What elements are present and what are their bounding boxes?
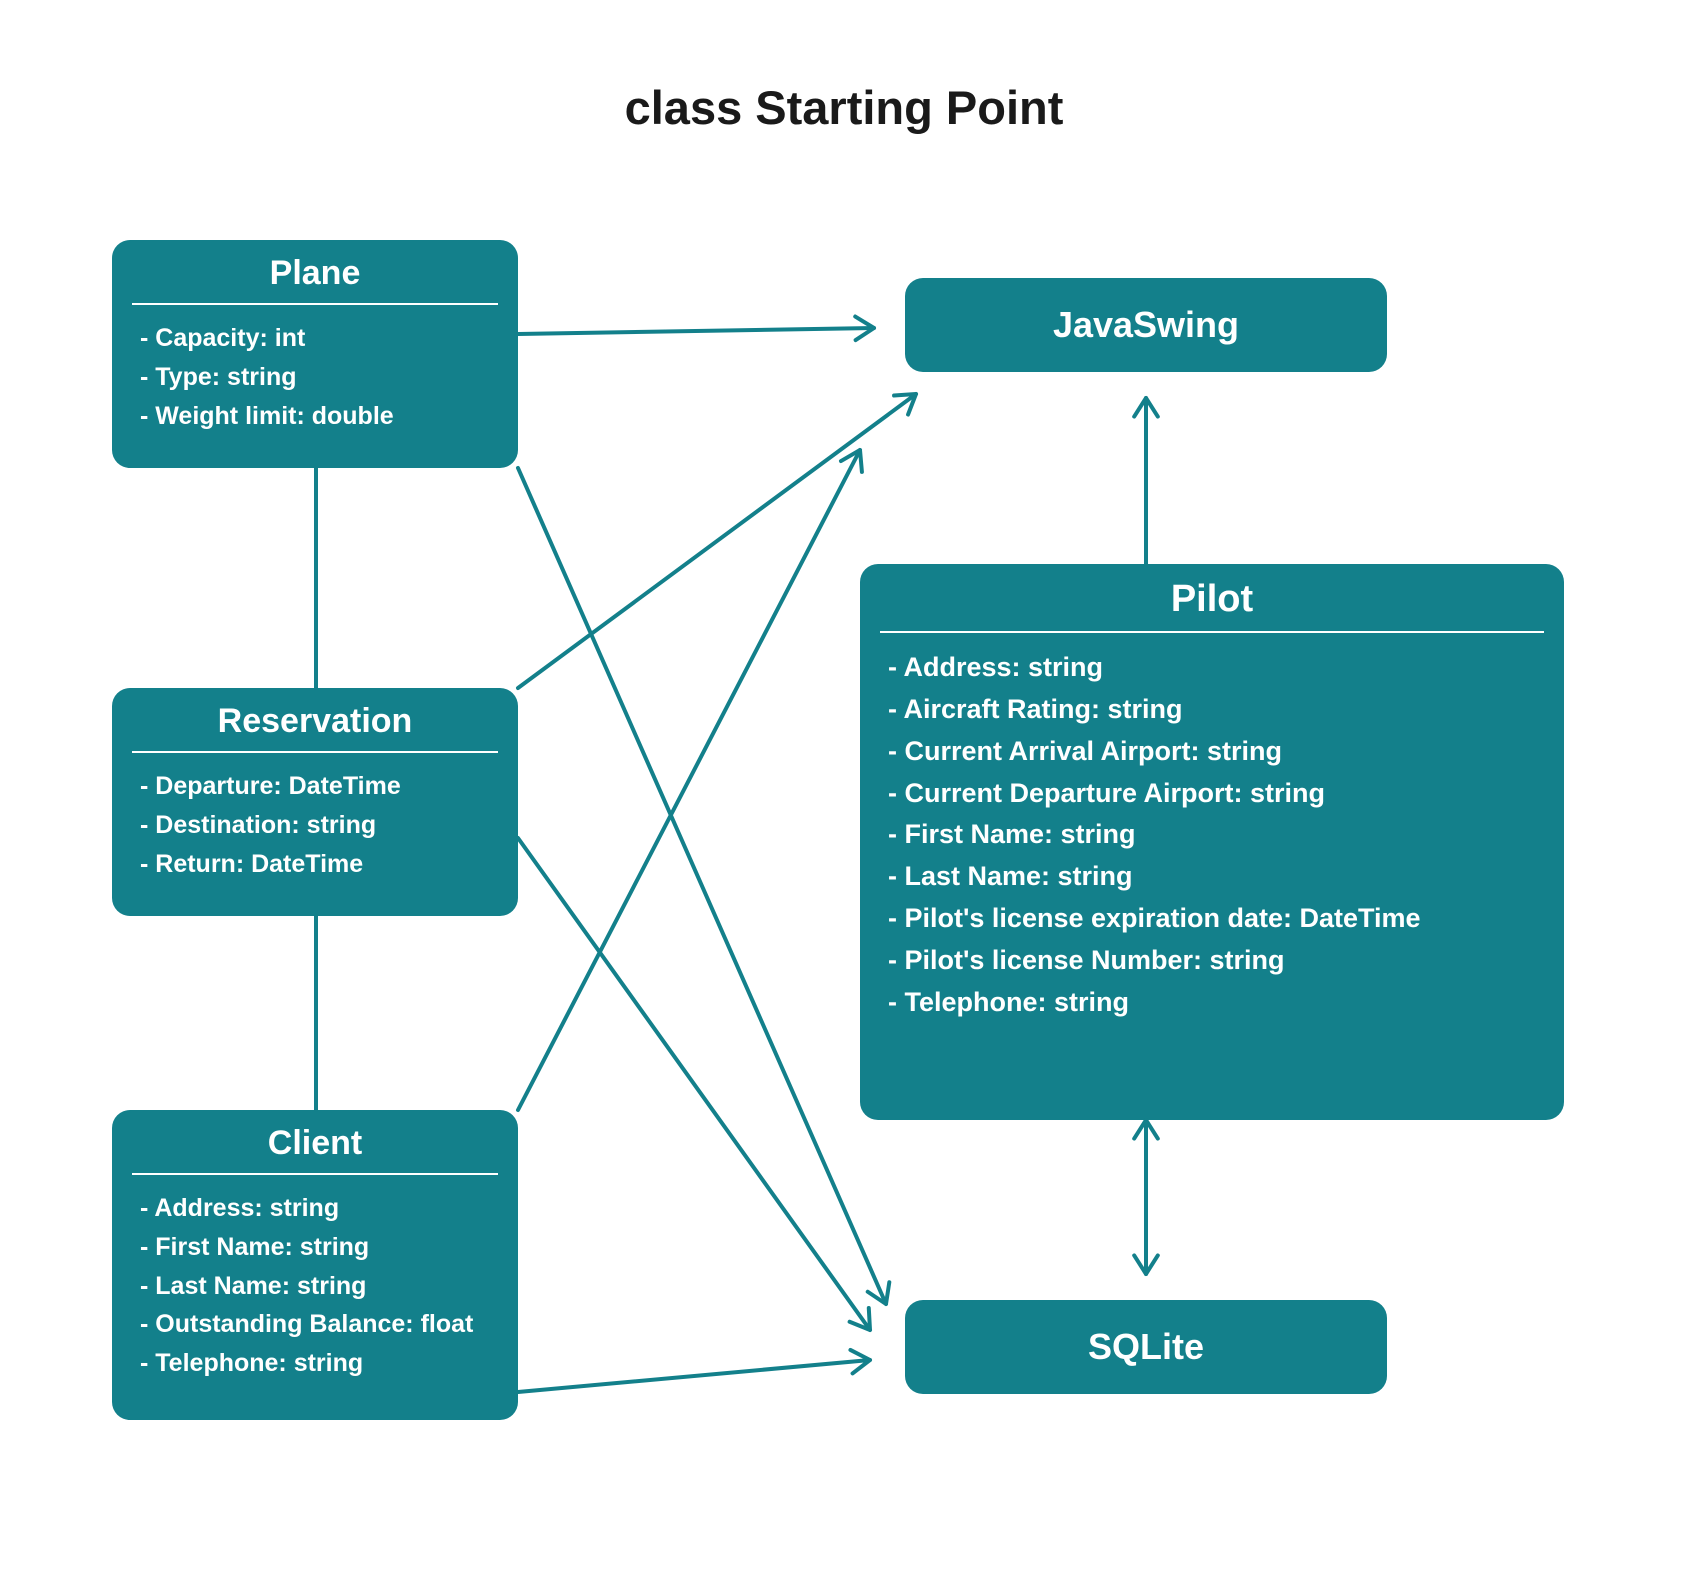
- class-reservation-body: - Departure: DateTime- Destination: stri…: [112, 753, 518, 905]
- class-pilot-attr: - Current Departure Airport: string: [888, 773, 1536, 815]
- class-pilot-attr: - Telephone: string: [888, 982, 1536, 1024]
- class-reservation-header: Reservation: [132, 688, 498, 753]
- class-plane-header: Plane: [132, 240, 498, 305]
- class-client-attr: - Address: string: [140, 1189, 490, 1228]
- class-plane: Plane - Capacity: int- Type: string- Wei…: [112, 240, 518, 468]
- class-plane-attr: - Capacity: int: [140, 319, 490, 358]
- class-pilot-attr: - Pilot's license expiration date: DateT…: [888, 898, 1536, 940]
- class-plane-attr: - Type: string: [140, 358, 490, 397]
- class-pilot-attr: - Address: string: [888, 647, 1536, 689]
- class-pilot: Pilot - Address: string- Aircraft Rating…: [860, 564, 1564, 1120]
- class-client-attr: - First Name: string: [140, 1228, 490, 1267]
- class-reservation-attr: - Destination: string: [140, 806, 490, 845]
- class-plane-attr: - Weight limit: double: [140, 397, 490, 436]
- box-javaswing: JavaSwing: [905, 278, 1387, 372]
- edge: [518, 450, 860, 1110]
- class-plane-body: - Capacity: int- Type: string- Weight li…: [112, 305, 518, 457]
- class-client: Client - Address: string- First Name: st…: [112, 1110, 518, 1420]
- edge: [518, 838, 870, 1330]
- class-client-body: - Address: string- First Name: string- L…: [112, 1175, 518, 1405]
- box-javaswing-label: JavaSwing: [1053, 304, 1239, 346]
- class-client-header: Client: [132, 1110, 498, 1175]
- class-pilot-attr: - Pilot's license Number: string: [888, 940, 1536, 982]
- diagram-title: class Starting Point: [0, 80, 1688, 135]
- edge: [518, 394, 916, 688]
- class-pilot-attr: - Last Name: string: [888, 856, 1536, 898]
- class-client-attr: - Telephone: string: [140, 1344, 490, 1383]
- edge: [518, 1360, 870, 1392]
- edge: [518, 328, 874, 334]
- class-pilot-attr: - First Name: string: [888, 814, 1536, 856]
- class-reservation: Reservation - Departure: DateTime- Desti…: [112, 688, 518, 916]
- class-pilot-attr: - Aircraft Rating: string: [888, 689, 1536, 731]
- class-client-attr: - Outstanding Balance: float: [140, 1305, 490, 1344]
- class-reservation-attr: - Return: DateTime: [140, 845, 490, 884]
- class-reservation-attr: - Departure: DateTime: [140, 767, 490, 806]
- class-pilot-attr: - Current Arrival Airport: string: [888, 731, 1536, 773]
- class-pilot-body: - Address: string- Aircraft Rating: stri…: [860, 633, 1564, 1046]
- box-sqlite-label: SQLite: [1088, 1326, 1204, 1368]
- class-pilot-header: Pilot: [880, 564, 1544, 633]
- edge: [518, 468, 886, 1304]
- box-sqlite: SQLite: [905, 1300, 1387, 1394]
- class-client-attr: - Last Name: string: [140, 1267, 490, 1306]
